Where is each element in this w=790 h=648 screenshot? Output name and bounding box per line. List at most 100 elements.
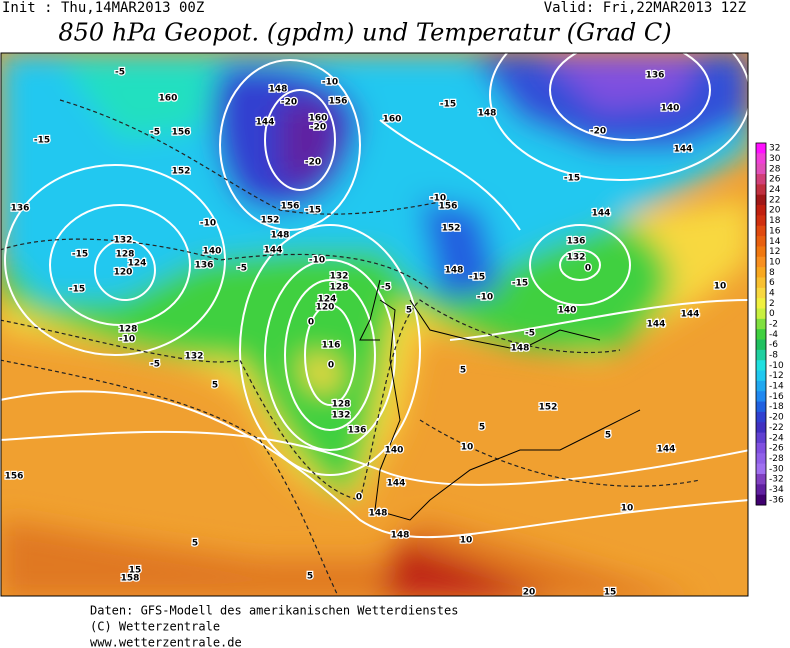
colorbar-swatch [756,494,766,506]
contour-label: 160 [383,115,402,125]
contour-label: 140 [385,446,404,456]
contour-label: -20 [281,98,297,108]
contour-label: -5 [237,264,247,274]
contour-label: 144 [264,246,283,256]
colorbar-label: -18 [769,402,784,412]
contour-label: 160 [309,114,328,124]
colorbar-label: 22 [769,195,780,205]
contour-label: 148 [369,509,388,519]
colorbar-label: -4 [769,330,778,340]
colorbar-label: -34 [769,485,784,495]
colorbar-label: 30 [769,154,781,164]
contour-label: 128 [332,400,351,410]
contour-label: 148 [478,109,497,119]
contour-label: 20 [523,588,536,598]
contour-label: 15 [604,588,617,598]
contour-label: 124 [128,259,147,269]
colorbar-label: 16 [769,226,781,236]
colorbar-swatch [756,380,766,392]
colorbar-label: -32 [769,475,784,485]
temperature-contours [1,99,701,596]
colorbar-swatch [756,184,766,196]
contour-label: 132 [114,236,133,246]
colorbar-swatch [756,308,766,320]
colorbar-swatch [756,422,766,434]
contour-label: 144 [681,310,700,320]
contour-label: 140 [203,247,222,257]
contour-label: 136 [567,237,586,247]
valid-time: Valid: Fri,22MAR2013 12Z [544,0,746,16]
contour-label: 156 [439,202,458,212]
colorbar-label: 0 [769,309,775,319]
colorbar-swatch [756,163,766,175]
contour-label: 0 [308,318,314,328]
contour-label: 132 [330,272,349,282]
colorbar-swatch [756,287,766,299]
colorbar-label: -14 [769,382,784,392]
contour-label: 10 [461,443,474,453]
contour-label: 10 [621,504,634,514]
contour-label: 10 [460,536,473,546]
colorbar-label: 32 [769,144,780,154]
contour-label: -20 [590,127,606,137]
colorbar-swatch [756,174,766,185]
contour-label: 136 [195,261,214,271]
colorbar-label: -26 [769,444,784,454]
contour-label: -15 [72,250,88,260]
colorbar-swatch [756,432,766,444]
contour-label: 152 [261,216,280,226]
colorbar-swatch [756,153,766,165]
colorbar-label: -16 [769,392,784,402]
colorbar-label: 8 [769,268,775,278]
contour-label: 132 [332,411,351,421]
colorbar-label: -20 [769,413,784,423]
contour-label: 132 [185,352,204,362]
contour-label: 148 [511,344,530,354]
contour-label: 144 [387,479,406,489]
colorbar-label: 18 [769,216,781,226]
colorbar-label: -12 [769,371,784,381]
contour-label: 5 [479,423,485,433]
contour-label: -10 [200,219,216,229]
contour-label: -5 [525,329,535,339]
contour-label: 15 [129,566,142,576]
colorbar-label: -30 [769,464,784,474]
contour-label: 5 [460,366,466,376]
contour-label: -10 [322,78,338,88]
contour-label: 140 [558,306,577,316]
footer-line: Daten: GFS-Modell des amerikanischen Wet… [90,604,458,618]
map-frame [0,52,749,597]
contour-label: 132 [567,253,586,263]
contour-label: 148 [269,85,288,95]
map-title: 850 hPa Geopot. (gpdm) und Temperatur (G… [58,19,671,47]
colorbar-swatch [756,205,766,216]
colorbar-swatch [756,143,766,154]
colorbar-label: -10 [769,361,784,371]
colorbar-label: 12 [769,247,780,257]
colorbar-swatch [756,339,766,351]
colorbar-frame [755,142,767,506]
contour-label: 148 [391,531,410,541]
contour-label: 152 [172,167,191,177]
contour-label: 144 [256,118,275,128]
colorbar-swatch [756,329,766,341]
contour-label: -10 [430,194,446,204]
contour-label: -5 [150,128,160,138]
contour-label: 10 [714,282,727,292]
contour-label: -15 [34,136,50,146]
colorbar-swatch [756,318,766,330]
colorbar-swatch [756,473,766,485]
colorbar-label: 4 [769,288,775,298]
contour-label: 158 [121,574,140,584]
contour-label: -20 [305,158,321,168]
contour-label: 144 [674,145,693,155]
contour-label: 5 [192,539,198,549]
colorbar-label: 26 [769,175,781,185]
contour-label: -15 [469,273,485,283]
footer-line: www.wetterzentrale.de [90,636,242,648]
colorbar-swatch [756,360,766,372]
contour-label: -10 [477,293,493,303]
colorbar: 32302826242220181614121086420-2-4-6-8-10… [755,142,784,506]
contour-label: -15 [440,100,456,110]
